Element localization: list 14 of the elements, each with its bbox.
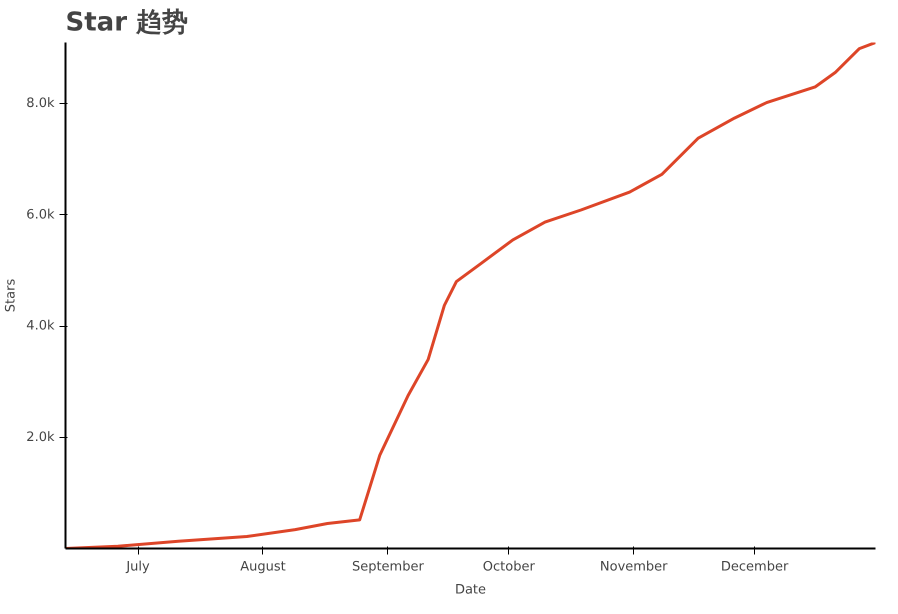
x-tick-label: December — [720, 560, 789, 574]
y-tick-label: 6.0k — [26, 207, 55, 222]
x-axis-title: Date — [454, 582, 486, 598]
y-axis-title: Stars — [3, 278, 18, 312]
y-tick-label: 4.0k — [26, 318, 55, 334]
x-tick-label: July — [125, 560, 150, 574]
y-tick-label: 2.0k — [26, 430, 55, 445]
line-series — [66, 42, 876, 548]
x-tick-label: November — [600, 560, 668, 574]
y-tick-label: 8.0k — [26, 96, 55, 112]
chart-title: Star 趋势 — [66, 8, 188, 38]
x-tick-label: August — [240, 560, 286, 574]
x-tick-label: October — [482, 560, 536, 574]
x-tick-label: September — [352, 560, 424, 574]
